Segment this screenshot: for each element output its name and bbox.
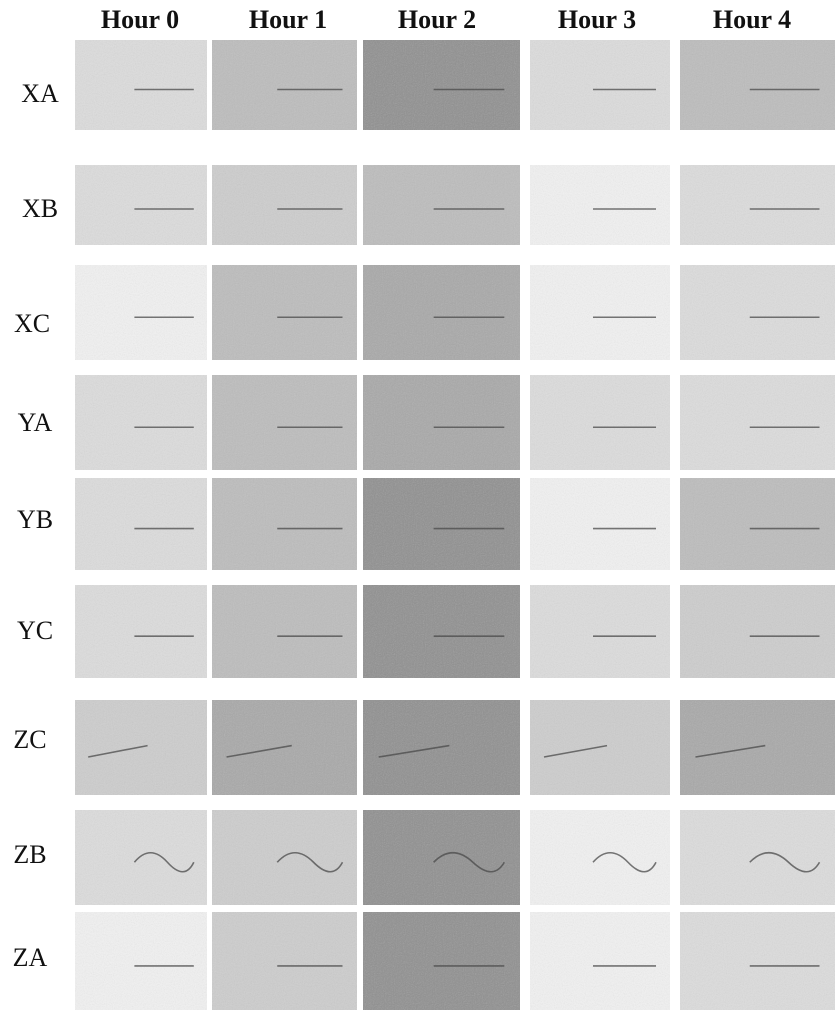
image-cell xyxy=(212,478,357,570)
row-label: XC xyxy=(14,309,50,338)
image-cell xyxy=(363,375,520,470)
row-label: YA xyxy=(18,408,53,437)
column-header: Hour 1 xyxy=(249,5,327,34)
image-cell xyxy=(212,585,357,678)
column-header: Hour 3 xyxy=(558,5,636,34)
image-cell xyxy=(212,265,357,360)
image-cell xyxy=(680,478,835,570)
image-cell xyxy=(212,810,357,905)
row-label: ZA xyxy=(13,943,48,972)
image-cell xyxy=(75,40,207,130)
image-cell xyxy=(530,375,670,470)
image-cell xyxy=(530,40,670,130)
image-cell xyxy=(363,265,520,360)
image-cell xyxy=(530,912,670,1010)
image-cell xyxy=(363,165,520,245)
image-cell xyxy=(212,165,357,245)
image-cell xyxy=(680,265,835,360)
image-cell xyxy=(212,40,357,130)
image-cell xyxy=(680,40,835,130)
image-cell xyxy=(75,810,207,905)
image-cell xyxy=(75,912,207,1010)
image-cell xyxy=(680,375,835,470)
row-label: YC xyxy=(17,616,53,645)
image-cell xyxy=(530,165,670,245)
column-header: Hour 2 xyxy=(398,5,476,34)
image-cell xyxy=(530,265,670,360)
image-cell xyxy=(75,375,207,470)
image-cell xyxy=(530,585,670,678)
image-cell xyxy=(75,165,207,245)
image-cell xyxy=(363,40,520,130)
row-label: XB xyxy=(22,194,58,223)
image-cell xyxy=(363,810,520,905)
image-cell xyxy=(680,165,835,245)
image-cell xyxy=(363,585,520,678)
column-header: Hour 4 xyxy=(713,5,791,34)
image-cell xyxy=(212,375,357,470)
image-cell xyxy=(363,912,520,1010)
page: {"columns": ["Hour 0", "Hour 1", "Hour 2… xyxy=(0,0,835,1018)
image-cell xyxy=(530,478,670,570)
image-cell xyxy=(75,478,207,570)
image-cell xyxy=(680,912,835,1010)
column-header: Hour 0 xyxy=(101,5,179,34)
figure: Hour 0 Hour 1 Hour 2 Hour 3 Hour 4 XA XB XC YA YB… xyxy=(0,0,835,1018)
image-cell xyxy=(212,912,357,1010)
row-label: ZC xyxy=(13,725,46,754)
image-cell xyxy=(530,810,670,905)
image-cell xyxy=(680,810,835,905)
image-cell xyxy=(75,585,207,678)
row-label: ZB xyxy=(13,840,46,869)
image-cell xyxy=(75,265,207,360)
row-label: YB xyxy=(17,505,53,534)
image-cell xyxy=(363,478,520,570)
row-label: XA xyxy=(21,79,59,108)
image-cell xyxy=(680,585,835,678)
